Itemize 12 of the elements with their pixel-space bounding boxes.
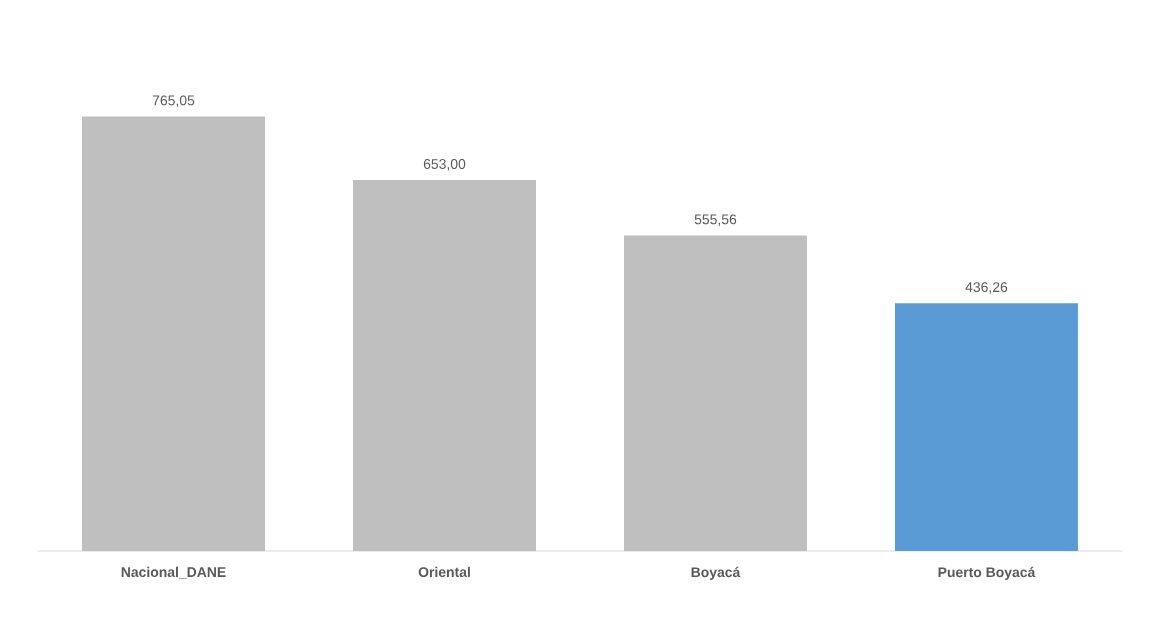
- x-tick-label: Oriental: [418, 566, 470, 578]
- x-tick-label: Boyacá: [691, 566, 741, 580]
- bar: [81, 116, 265, 551]
- x-tick-label: Puerto Boyacá: [938, 566, 1036, 580]
- data-label: 436,26: [965, 282, 1008, 294]
- bar: [894, 303, 1078, 551]
- bar: [352, 180, 536, 551]
- data-label: 765,05: [152, 95, 195, 107]
- data-label: 555,56: [694, 214, 737, 226]
- bar: [623, 235, 807, 551]
- x-tick-label: Nacional_DANE: [121, 566, 226, 579]
- data-label: 653,00: [423, 159, 466, 171]
